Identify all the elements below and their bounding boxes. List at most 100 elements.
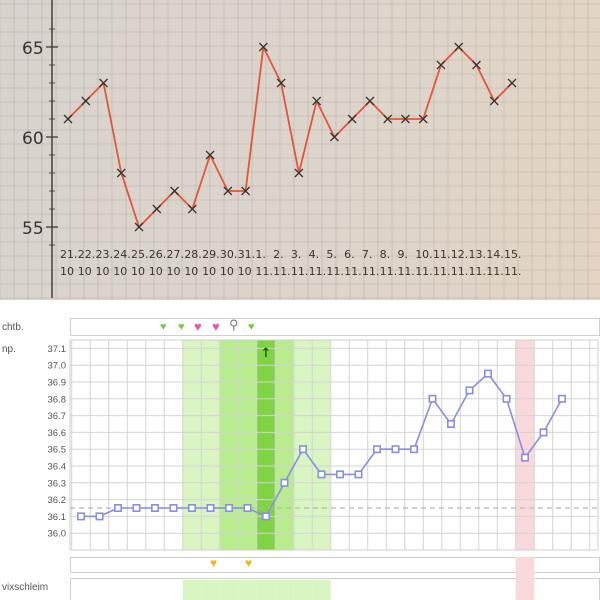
- x-tick-month: 10: [113, 265, 127, 278]
- data-point: [383, 114, 393, 124]
- x-tick-day: 31.: [238, 248, 256, 261]
- fertile-window-band: [201, 340, 220, 550]
- y-tick-label: 65: [22, 39, 44, 59]
- x-tick-month: 11.: [486, 265, 504, 278]
- data-point: [347, 114, 357, 124]
- temperature-point: [225, 504, 234, 513]
- x-tick-day: 8.: [380, 248, 391, 261]
- x-tick-day: 3.: [291, 248, 302, 261]
- temperature-point: [206, 504, 215, 513]
- fertile-window-band: [256, 340, 276, 550]
- x-tick-month: 10: [202, 265, 216, 278]
- temperature-point: [77, 512, 86, 521]
- x-tick-day: 23.: [96, 248, 114, 261]
- handwritten-chart-svg: 55606521.1022.1023.1024.1025.1026.1027.1…: [0, 0, 600, 300]
- markers-row[interactable]: [70, 318, 600, 336]
- x-tick-day: 22.: [78, 248, 96, 261]
- x-tick-day: 26.: [149, 248, 167, 261]
- temperature-point: [446, 420, 455, 429]
- x-tick-month: 10: [60, 265, 74, 278]
- y-tick-label: 36.4: [48, 462, 67, 473]
- x-tick-day: 4.: [309, 248, 320, 261]
- data-point: [400, 114, 410, 124]
- x-tick-day: 28.: [184, 248, 202, 261]
- y-tick-label: 36.6: [48, 428, 67, 439]
- data-point: [116, 168, 126, 178]
- temperature-point: [335, 470, 344, 479]
- temperature-point: [317, 470, 326, 479]
- data-point: [223, 186, 233, 196]
- yellow-heart-icon[interactable]: ♥: [210, 556, 218, 570]
- y-tick-label: 37.1: [48, 344, 67, 355]
- x-tick-day: 7.: [362, 248, 373, 261]
- x-tick-month: 11.: [273, 265, 291, 278]
- temperature-point: [465, 386, 474, 395]
- x-tick-month: 10: [184, 265, 198, 278]
- x-tick-day: 27.: [167, 248, 185, 261]
- x-tick-month: 10: [96, 265, 110, 278]
- data-point: [187, 204, 197, 214]
- key-icon[interactable]: ⚲: [229, 317, 239, 332]
- x-tick-month: 11.: [380, 265, 398, 278]
- x-tick-month: 11.: [468, 265, 486, 278]
- data-point: [205, 150, 215, 160]
- fertile-window-band: [275, 340, 294, 550]
- data-point: [152, 204, 162, 214]
- temperature-point: [261, 512, 270, 521]
- fertile-window-band: [238, 340, 257, 550]
- data-point: [312, 96, 322, 106]
- high-fertility-band: [256, 340, 276, 550]
- y-tick-label: 36.9: [48, 378, 67, 389]
- x-tick-day: 1.: [255, 248, 265, 261]
- data-point: [489, 96, 499, 106]
- cervix-row[interactable]: [70, 578, 600, 600]
- temperature-point: [243, 504, 252, 513]
- green-heart-icon[interactable]: ♥: [160, 321, 167, 333]
- temperature-point: [428, 394, 437, 403]
- fertile-window-band: [293, 340, 313, 550]
- x-tick-month: 10: [238, 265, 252, 278]
- data-point: [294, 168, 304, 178]
- data-point: [454, 42, 464, 52]
- x-tick-month: 10: [131, 265, 145, 278]
- y-tick-label: 36.3: [48, 478, 67, 489]
- y-tick-label: 36.8: [48, 394, 67, 405]
- intercourse-row[interactable]: [70, 557, 600, 573]
- fertile-window-band: [182, 340, 202, 550]
- ovulation-arrow-icon: ↑: [261, 346, 272, 361]
- x-tick-day: 24.: [113, 248, 131, 261]
- x-tick-month: 11.: [291, 265, 309, 278]
- temperature-point: [151, 504, 160, 513]
- data-point: [276, 78, 286, 88]
- green-heart-icon[interactable]: ♥: [248, 321, 255, 333]
- ovulation-band: [256, 340, 276, 550]
- pink-heart-icon[interactable]: ♥: [212, 319, 220, 334]
- temperature-point: [502, 394, 511, 403]
- x-tick-day: 13.: [468, 248, 486, 261]
- x-tick-day: 25.: [131, 248, 149, 261]
- x-tick-month: 11.: [504, 265, 522, 278]
- x-tick-day: 30.: [220, 248, 238, 261]
- y-tick-label: 36.5: [48, 445, 67, 456]
- temperature-point: [483, 369, 492, 378]
- temperature-point: [372, 445, 381, 454]
- plot-frame: [69, 339, 599, 551]
- x-tick-day: 29.: [202, 248, 220, 261]
- green-heart-icon[interactable]: ♥: [178, 321, 185, 333]
- markers-row-label: chtb.: [2, 322, 24, 333]
- y-tick-label: 55: [22, 219, 44, 239]
- yellow-heart-icon[interactable]: ♥: [245, 556, 253, 570]
- temperature-point: [520, 453, 529, 462]
- x-tick-month: 10: [149, 265, 163, 278]
- y-tick-label: 36.1: [48, 512, 67, 523]
- pink-heart-icon[interactable]: ♥: [194, 319, 202, 334]
- x-tick-day: 14.: [486, 248, 504, 261]
- high-fertility-band: [238, 340, 257, 550]
- x-tick-day: 5.: [326, 248, 337, 261]
- x-tick-day: 15.: [504, 248, 522, 261]
- x-tick-month: 10: [167, 265, 181, 278]
- data-point: [81, 96, 91, 106]
- data-point: [472, 60, 481, 70]
- data-point: [170, 186, 180, 196]
- cervix-row-label: vixschleim: [2, 582, 49, 593]
